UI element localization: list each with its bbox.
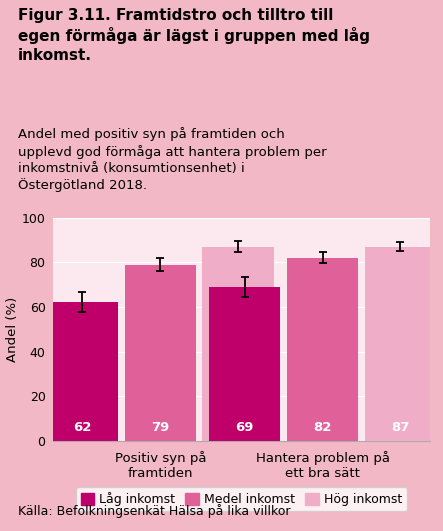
Bar bbox=[47, 303, 118, 441]
Text: 62: 62 bbox=[73, 421, 92, 434]
Text: 82: 82 bbox=[313, 421, 332, 434]
Text: 87: 87 bbox=[391, 421, 410, 434]
Bar bbox=[365, 247, 436, 441]
Bar bbox=[124, 264, 196, 441]
Y-axis label: Andel (%): Andel (%) bbox=[6, 297, 19, 362]
Bar bbox=[202, 247, 274, 441]
Text: Andel med positiv syn på framtiden och
upplevd god förmåga att hantera problem p: Andel med positiv syn på framtiden och u… bbox=[18, 127, 326, 192]
Legend: Låg inkomst, Medel inkomst, Hög inkomst: Låg inkomst, Medel inkomst, Hög inkomst bbox=[76, 487, 407, 511]
Text: Figur 3.11. Framtidstro och tilltro till
egen förmåga är lägst i gruppen med låg: Figur 3.11. Framtidstro och tilltro till… bbox=[18, 8, 370, 63]
Text: 79: 79 bbox=[151, 421, 169, 434]
Text: Källa: Befolkningsenkät Hälsa på lika villkor: Källa: Befolkningsenkät Hälsa på lika vi… bbox=[18, 504, 290, 518]
Text: 69: 69 bbox=[236, 421, 254, 434]
Text: 87: 87 bbox=[229, 421, 247, 434]
Bar bbox=[209, 287, 280, 441]
Bar bbox=[287, 258, 358, 441]
